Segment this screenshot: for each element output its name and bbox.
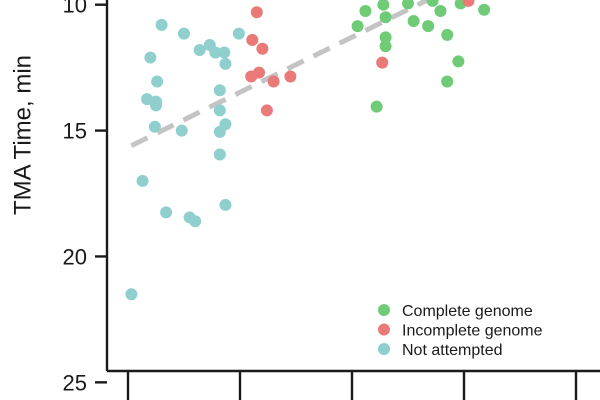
trend-line-group	[130, 0, 434, 148]
point-incomplete-genome	[246, 33, 259, 46]
point-complete-genome	[379, 40, 392, 53]
point-complete-genome	[452, 55, 465, 68]
legend-label-not-attempted: Not attempted	[402, 342, 503, 359]
point-not-attempted	[213, 125, 226, 138]
y-tick-label: 10	[63, 0, 87, 18]
point-complete-genome	[434, 4, 447, 17]
y-tick-label: 15	[63, 119, 87, 144]
point-not-attempted	[232, 27, 245, 40]
legend: Complete genome Incomplete genome Not atte…	[378, 303, 543, 359]
point-incomplete-genome	[376, 56, 389, 69]
point-incomplete-genome	[462, 0, 475, 7]
point-not-attempted	[209, 46, 222, 59]
point-complete-genome	[359, 4, 372, 17]
legend-marker-incomplete-genome	[378, 323, 390, 336]
point-not-attempted	[218, 46, 231, 59]
point-not-attempted	[148, 120, 161, 133]
point-not-attempted	[219, 57, 232, 70]
axes: 10 15 20 25	[63, 0, 600, 400]
point-not-attempted	[213, 84, 226, 97]
point-not-attempted	[175, 124, 188, 137]
point-complete-genome	[370, 100, 383, 113]
point-not-attempted	[160, 206, 173, 219]
y-tick-label: 20	[63, 244, 87, 269]
point-not-attempted	[219, 198, 232, 211]
y-axis-title: TMA Time, min	[9, 55, 36, 215]
point-complete-genome	[441, 75, 454, 88]
legend-marker-not-attempted	[378, 343, 390, 355]
point-not-attempted	[213, 104, 226, 117]
point-complete-genome	[441, 28, 454, 41]
legend-marker-complete-genome	[378, 304, 390, 316]
point-not-attempted	[213, 148, 226, 161]
point-complete-genome	[426, 0, 439, 7]
point-incomplete-genome	[260, 104, 273, 117]
point-incomplete-genome	[267, 75, 280, 88]
point-incomplete-genome	[253, 66, 266, 79]
y-tick-label: 25	[63, 370, 87, 395]
point-complete-genome	[407, 15, 420, 28]
point-complete-genome	[351, 20, 364, 33]
point-incomplete-genome	[250, 6, 263, 19]
point-complete-genome	[402, 0, 414, 10]
point-complete-genome	[478, 3, 491, 16]
point-incomplete-genome	[284, 70, 297, 83]
legend-label-complete-genome: Complete genome	[402, 303, 533, 320]
point-complete-genome	[379, 31, 392, 44]
point-complete-genome	[377, 0, 390, 11]
point-not-attempted	[155, 18, 168, 31]
data-points	[125, 0, 491, 301]
trend-line	[130, 0, 434, 148]
point-not-attempted	[193, 44, 206, 57]
point-not-attempted	[125, 288, 138, 301]
point-not-attempted	[150, 99, 162, 112]
point-not-attempted	[136, 174, 149, 187]
point-complete-genome	[379, 11, 392, 24]
point-complete-genome	[422, 20, 435, 33]
legend-label-incomplete-genome: Incomplete genome	[402, 323, 543, 340]
point-not-attempted	[144, 51, 157, 64]
point-not-attempted	[151, 75, 164, 88]
point-incomplete-genome	[256, 42, 269, 55]
point-not-attempted	[189, 215, 202, 228]
point-not-attempted	[178, 27, 190, 40]
